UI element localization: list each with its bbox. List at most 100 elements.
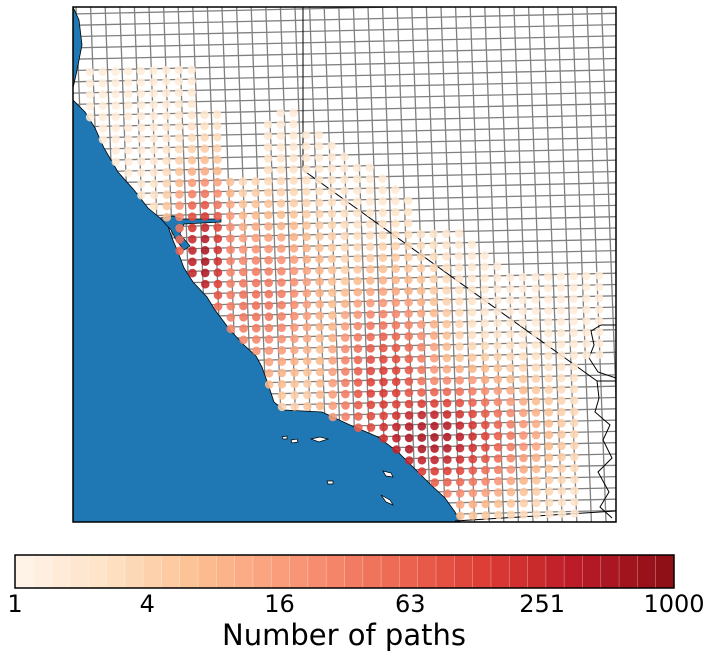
path-count-dot <box>365 219 375 229</box>
path-count-dot <box>188 257 197 267</box>
path-count-dot <box>289 210 299 219</box>
path-count-dot <box>494 510 503 520</box>
colorbar-segment <box>472 555 492 588</box>
path-count-dot <box>493 386 503 396</box>
path-count-dot <box>582 350 591 360</box>
path-count-dot <box>429 308 439 318</box>
path-count-dot <box>327 209 337 218</box>
path-count-dot <box>353 287 363 297</box>
path-count-dot <box>251 290 261 299</box>
path-count-dot <box>442 274 451 284</box>
path-count-dot <box>353 310 363 320</box>
path-count-dot <box>187 65 196 75</box>
path-count-dot <box>557 498 567 507</box>
path-count-dot <box>213 279 223 289</box>
path-count-dot <box>302 243 312 253</box>
path-count-dot <box>557 407 566 417</box>
path-count-dot <box>544 317 553 327</box>
path-count-dot <box>200 144 209 153</box>
path-count-dot <box>481 454 490 464</box>
path-count-dot <box>276 108 286 118</box>
path-count-dot <box>341 367 350 376</box>
path-count-dot <box>252 346 261 356</box>
path-count-dot <box>315 333 325 343</box>
path-count-dot <box>353 231 362 240</box>
path-count-dot <box>251 278 261 288</box>
island-icon <box>309 436 330 443</box>
path-count-dot <box>531 295 540 304</box>
path-count-dot <box>302 209 311 219</box>
path-count-dot <box>264 346 274 355</box>
path-count-dot <box>506 363 515 373</box>
path-count-dot <box>353 265 362 274</box>
path-count-dot <box>480 273 489 283</box>
path-count-dot <box>569 339 579 349</box>
path-count-dot <box>506 420 515 429</box>
path-count-dot <box>289 119 298 129</box>
path-count-dot <box>328 344 337 354</box>
colorbar-segment <box>106 555 126 588</box>
path-count-dot <box>417 444 427 454</box>
path-count-dot <box>213 223 222 232</box>
path-count-dot <box>429 286 439 295</box>
path-count-dot <box>98 78 108 88</box>
path-count-dot <box>188 246 197 255</box>
path-count-dot <box>481 443 490 452</box>
path-count-dot <box>263 131 273 141</box>
path-count-dot <box>315 367 325 377</box>
path-count-dot <box>480 285 490 294</box>
path-count-dot <box>98 123 108 133</box>
path-count-dot <box>506 352 515 361</box>
path-count-dot <box>429 331 439 340</box>
path-count-dot <box>315 390 325 399</box>
path-count-dot <box>136 157 146 166</box>
path-count-dot <box>417 342 426 352</box>
path-count-dot <box>340 333 350 342</box>
path-count-dot <box>251 256 261 265</box>
path-count-dot <box>315 232 324 241</box>
path-count-dot <box>98 67 107 76</box>
path-count-dot <box>467 296 477 306</box>
path-count-dot <box>404 343 414 352</box>
path-count-dot <box>379 343 388 353</box>
path-count-dot <box>379 377 388 387</box>
path-count-dot <box>226 301 236 311</box>
path-count-dot <box>518 340 528 350</box>
path-count-dot <box>276 120 286 129</box>
path-count-dot <box>340 231 350 241</box>
path-count-dot <box>277 233 286 242</box>
path-count-dot <box>239 312 248 322</box>
path-count-dot <box>519 510 529 519</box>
path-count-dot <box>136 77 146 87</box>
path-count-dot <box>378 309 388 319</box>
colorbar <box>15 555 675 588</box>
path-count-dot <box>277 357 287 366</box>
colorbar-segment <box>143 555 162 588</box>
path-count-dot <box>557 452 566 462</box>
path-count-dot <box>467 251 477 260</box>
path-count-dot <box>264 199 273 208</box>
path-count-dot <box>379 366 388 375</box>
path-count-dot <box>188 212 197 221</box>
path-count-dot <box>264 244 273 254</box>
path-count-dot <box>174 77 184 86</box>
path-count-dot <box>467 240 477 249</box>
path-count-dot <box>289 232 299 242</box>
path-count-dot <box>480 296 490 305</box>
path-count-dot <box>111 67 120 76</box>
path-count-dot <box>251 233 261 243</box>
path-count-dot <box>174 133 184 143</box>
pacific-ocean <box>73 7 461 522</box>
path-count-dot <box>276 165 286 174</box>
path-count-dot <box>314 141 324 151</box>
path-count-dot <box>226 256 235 266</box>
path-count-dot <box>226 313 236 322</box>
path-count-dot <box>532 464 541 474</box>
path-count-dot <box>544 430 554 440</box>
path-count-dot <box>391 377 401 387</box>
colorbar-tick-label: 4 <box>139 590 155 618</box>
path-count-dot <box>392 433 401 443</box>
path-count-dot <box>391 343 401 353</box>
path-count-dot <box>569 396 579 405</box>
colorbar-segment <box>179 555 199 588</box>
